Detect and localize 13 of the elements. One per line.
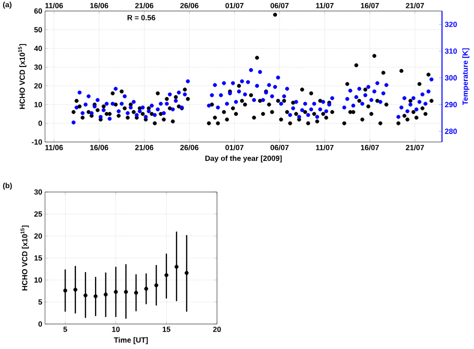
point — [63, 288, 68, 293]
point — [164, 273, 168, 278]
point — [184, 270, 189, 275]
point — [174, 264, 179, 269]
point — [104, 292, 108, 297]
point — [94, 294, 98, 298]
point — [114, 290, 118, 294]
point — [124, 290, 128, 294]
point — [73, 288, 78, 292]
point — [134, 290, 138, 295]
point — [83, 293, 88, 298]
point — [144, 286, 148, 291]
point — [154, 283, 158, 288]
